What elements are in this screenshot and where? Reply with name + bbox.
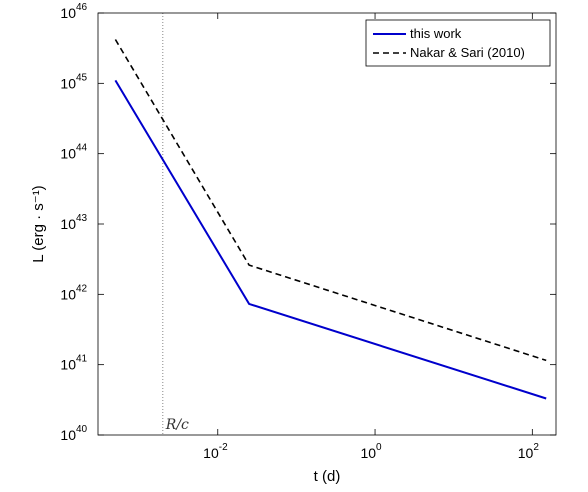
y-tick-label-45: 10 [60,75,76,91]
series-line-nakar-sari [114,39,547,362]
plot-area [98,13,556,435]
y-tick-label-44: 10 [60,146,76,162]
y-axis-title: L (erg · s⁻¹) [30,185,47,262]
y-tick-exponent-42: 42 [76,283,88,294]
series-layer [114,39,547,400]
x-tick-label-0: 10 [360,445,376,461]
y-tick-exponent-45: 45 [76,72,88,83]
series-line-this-work [114,79,547,400]
y-tick-exponent-40: 40 [76,424,88,435]
x-tick-label--2: 10 [203,445,219,461]
y-tick-exponent-43: 43 [76,213,88,224]
y-tick-label-42: 10 [60,286,76,302]
legend-box [365,19,551,67]
legend: this work Nakar & Sari (2010) [365,19,551,67]
y-tick-exponent-41: 41 [76,354,88,365]
y-tick-exponent-46: 46 [76,2,88,13]
legend-label-this-work: this work [410,26,462,41]
x-axis-title: t (d) [314,468,341,485]
y-tick-label-46: 10 [60,5,76,21]
y-tick-exponent-44: 44 [76,143,88,154]
x-tick-exponent--2: -2 [219,442,228,453]
x-tick-label-2: 10 [518,445,534,461]
x-tick-exponent-2: 2 [533,442,539,453]
y-tick-label-43: 10 [60,216,76,232]
plot-frame [97,12,557,436]
reference-layer: R/c [162,13,189,435]
legend-label-nakar-sari: Nakar & Sari (2010) [410,45,525,60]
y-tick-label-40: 10 [60,427,76,443]
rc-annotation-label: R/c [165,417,189,433]
y-tick-label-41: 10 [60,357,76,373]
x-tick-exponent-0: 0 [376,442,382,453]
